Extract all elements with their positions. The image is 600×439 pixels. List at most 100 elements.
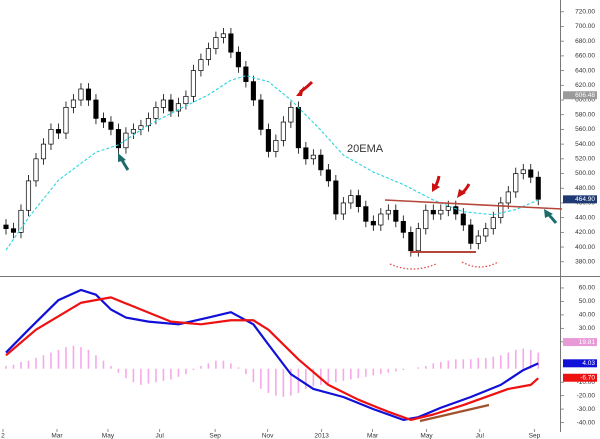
ema-label: 20EMA: [347, 143, 384, 155]
candle-body: [438, 209, 444, 215]
y-tick-label: 380.00: [575, 258, 595, 265]
candle-body: [445, 206, 451, 211]
plot-layer: 380.00400.00420.00440.00460.00480.00500.…: [1, 8, 597, 439]
candle-body: [55, 129, 62, 134]
value-marker: [563, 373, 597, 382]
candle-body: [70, 99, 77, 108]
value-marker: [563, 195, 597, 204]
candle-body: [505, 191, 511, 204]
candle-body: [108, 121, 114, 130]
candle-body: [40, 143, 47, 160]
candle-body: [295, 107, 301, 149]
candle-body: [520, 169, 526, 174]
candle-body: [498, 202, 504, 218]
x-tick-label: Mar: [367, 433, 379, 439]
candle-body: [408, 232, 414, 252]
annotations: [118, 80, 563, 423]
x-tick-label: Nov: [262, 433, 274, 439]
candle-body: [355, 195, 361, 207]
y-tick-label: 420.00: [575, 229, 595, 236]
x-tick-label: Jul: [476, 433, 485, 439]
value-marker-label: 4.03: [582, 360, 595, 367]
candle-body: [318, 154, 324, 171]
y-tick-label: 600.00: [575, 97, 595, 104]
value-marker-label: 464.90: [575, 196, 595, 203]
candle-body: [235, 51, 241, 68]
candle-body: [265, 129, 271, 152]
macd-trend-line: [419, 403, 490, 423]
y-tick-label: 540.00: [575, 141, 595, 148]
red-arrow-head: [296, 86, 304, 96]
candle-body: [378, 213, 384, 226]
x-tick-label: Jul: [156, 433, 165, 439]
candle-body: [513, 173, 519, 193]
candle-body: [48, 129, 54, 145]
candle-body: [483, 228, 489, 237]
candle-body: [175, 103, 181, 112]
arc-mark: [461, 261, 499, 268]
x-tick-label: Mar: [51, 433, 63, 439]
y-tick-label: 720.00: [575, 8, 595, 15]
y-tick-label: -10.00: [577, 379, 596, 386]
candle-body: [385, 209, 391, 215]
y-tick-label: -40.00: [577, 419, 596, 426]
candle-body: [85, 88, 92, 101]
candle-body: [535, 176, 541, 200]
candle-body: [340, 202, 346, 215]
teal-arrow-head: [118, 153, 126, 162]
resistance-line: [384, 199, 563, 210]
candle-body: [243, 66, 249, 82]
value-marker-label: 19.81: [579, 339, 596, 346]
teal-arrow-head: [544, 209, 553, 218]
y-tick-label: 480.00: [575, 185, 595, 192]
candle-body: [33, 158, 39, 182]
line: [5, 75, 539, 251]
candle-body: [273, 140, 279, 152]
red-arrow-head: [457, 189, 466, 198]
candle-body: [370, 220, 376, 226]
x-tick-label: Sep: [209, 433, 221, 439]
candle-body: [303, 147, 309, 160]
arc-mark: [389, 263, 437, 270]
candle-body: [475, 235, 481, 244]
x-tick-label: May: [420, 433, 433, 439]
candle-body: [460, 213, 466, 226]
x-tick-label: May: [102, 433, 115, 439]
candle-body: [63, 107, 69, 134]
y-tick-label: 520.00: [575, 156, 595, 163]
candle-body: [145, 118, 151, 127]
candle-body: [25, 180, 32, 211]
candle-body: [415, 228, 421, 252]
candle-body: [100, 118, 107, 123]
y-tick-label: 700.00: [575, 23, 595, 30]
candle-body: [78, 88, 84, 101]
candle-body: [325, 169, 331, 182]
candle-body: [333, 180, 339, 215]
candle-body: [160, 99, 166, 108]
value-marker: [563, 91, 597, 100]
candle-body: [258, 99, 264, 130]
candle-body: [363, 206, 369, 222]
candle-body: [490, 217, 496, 230]
candle-body: [348, 195, 354, 204]
y-tick-label: 440.00: [575, 214, 595, 221]
y-tick-label: 560.00: [575, 126, 595, 133]
y-tick-label: 30.00: [579, 325, 596, 332]
candle-body: [228, 33, 234, 53]
x-tick-label: 2: [1, 433, 5, 439]
y-tick-label: 640.00: [575, 67, 595, 74]
candle-body: [153, 107, 159, 119]
candle-body: [168, 99, 174, 112]
y-tick-label: 680.00: [575, 38, 595, 45]
line: [5, 288, 539, 421]
candle-body: [468, 224, 474, 244]
candle-body: [183, 95, 189, 105]
candle-body: [250, 81, 256, 101]
y-tick-label: 400.00: [575, 244, 595, 251]
y-tick-label: 500.00: [575, 170, 595, 177]
y-tick-label: 50.00: [579, 298, 596, 305]
candle-body: [453, 206, 459, 215]
x-tick-label: 2013: [314, 433, 329, 439]
candle-body: [213, 37, 219, 49]
